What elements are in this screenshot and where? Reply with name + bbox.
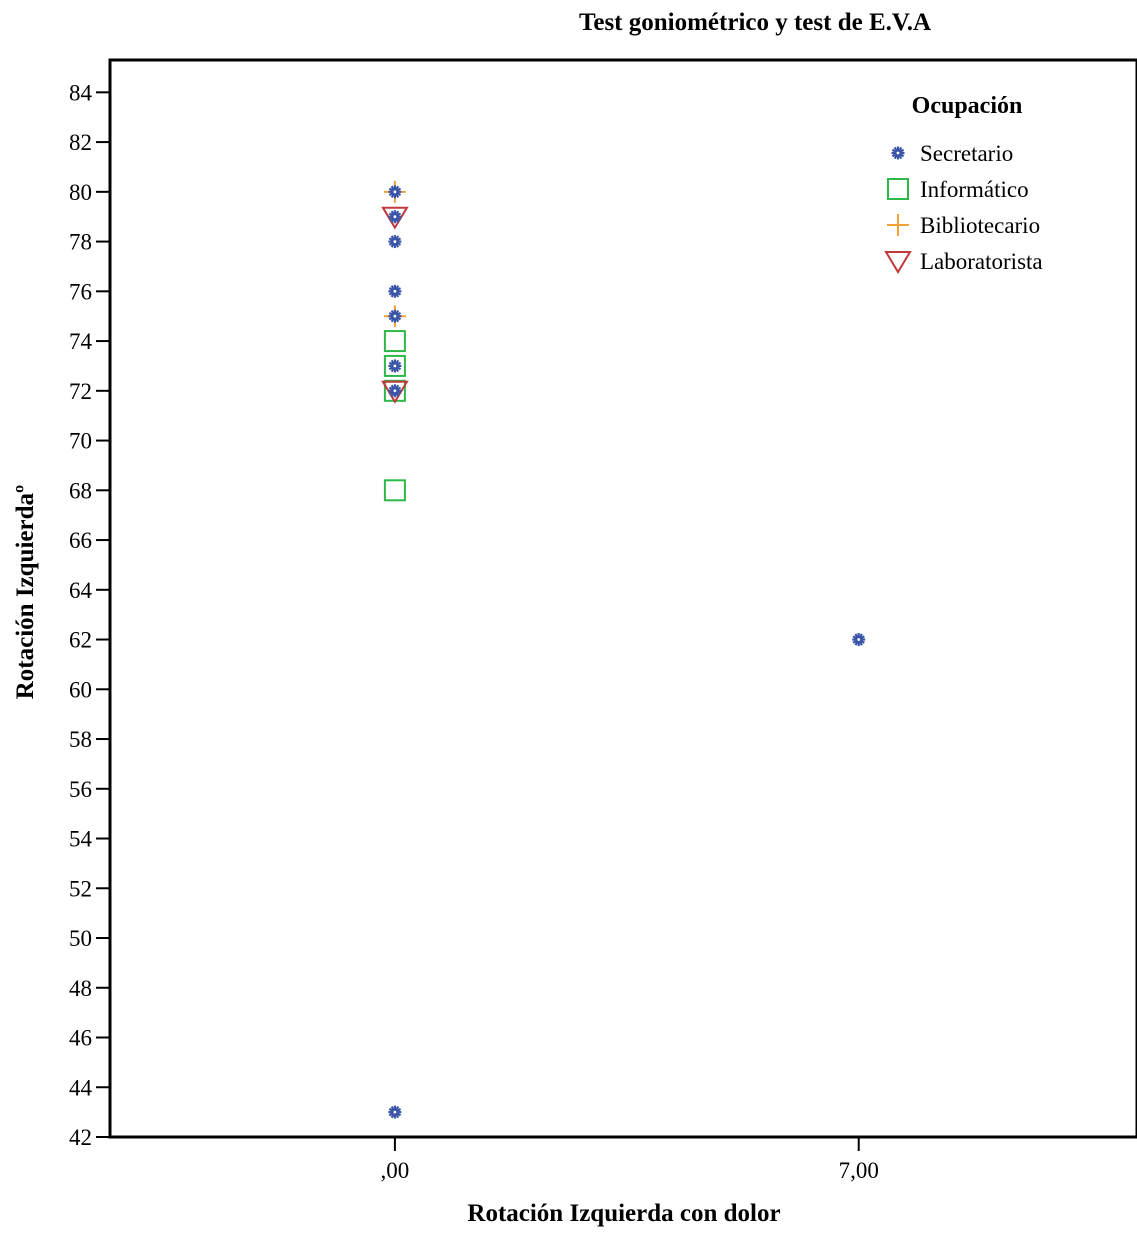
y-tick-label: 44 [69, 1075, 93, 1100]
y-tick-label: 78 [69, 230, 92, 255]
x-axis: ,00 7,00 [381, 1137, 879, 1183]
data-point-informatico [383, 354, 406, 377]
legend-marker [884, 251, 912, 274]
y-tick-label: 54 [69, 827, 93, 852]
data-point-informatico [383, 330, 406, 353]
data-point-secretario [388, 210, 402, 224]
legend-marker [887, 214, 909, 236]
y-tick-label: 64 [69, 578, 93, 603]
y-tick-label: 80 [69, 180, 92, 205]
y-tick-label: 62 [69, 628, 92, 653]
x-tick-label: ,00 [381, 1158, 410, 1183]
y-tick-label: 68 [69, 478, 92, 503]
y-tick-label: 76 [69, 279, 92, 304]
plot-frame [108, 58, 1137, 1139]
y-tick-label: 46 [69, 1026, 92, 1051]
legend-label: Secretario [920, 141, 1013, 166]
data-points [381, 180, 866, 1119]
y-tick-label: 60 [69, 677, 92, 702]
x-axis-title: Rotación Izquierda con dolor [467, 1200, 780, 1227]
x-tick-label: 7,00 [839, 1158, 879, 1183]
y-tick-label: 58 [69, 727, 92, 752]
y-tick-label: 74 [69, 329, 93, 354]
y-tick-label: 72 [69, 379, 92, 404]
data-point-secretario [388, 1105, 402, 1119]
y-tick-label: 56 [69, 777, 92, 802]
data-point-secretario [388, 359, 402, 373]
chart-title: Test goniométrico y test de E.V.A [579, 9, 931, 36]
y-tick-label: 70 [69, 429, 92, 454]
y-axis: 42 44 46 48 50 52 54 56 58 60 62 64 66 68 70 72 74 76 78 80… [69, 80, 110, 1150]
y-tick-label: 84 [69, 80, 93, 105]
data-point-secretario [388, 309, 402, 323]
y-tick-label: 48 [69, 976, 92, 1001]
data-point-secretario [388, 235, 402, 249]
legend-marker [887, 178, 909, 200]
y-tick-label: 42 [69, 1125, 92, 1150]
data-point-secretario [852, 633, 866, 647]
data-point-secretario [388, 185, 402, 199]
y-axis-title: Rotación Izquierdaº [12, 485, 39, 700]
data-point-informatico [383, 479, 406, 502]
data-point-secretario [388, 284, 402, 298]
legend-title: Ocupación [912, 93, 1023, 119]
legend: Ocupación Secretario Informático Bibliotec… [884, 93, 1043, 274]
y-tick-label: 52 [69, 876, 92, 901]
data-point-secretario [388, 384, 402, 398]
legend-label: Laboratorista [920, 249, 1043, 274]
y-tick-label: 82 [69, 130, 92, 155]
legend-label: Informático [920, 177, 1029, 202]
legend-marker [891, 146, 905, 160]
y-tick-label: 50 [69, 926, 92, 951]
y-tick-label: 66 [69, 528, 92, 553]
legend-label: Bibliotecario [920, 213, 1040, 238]
